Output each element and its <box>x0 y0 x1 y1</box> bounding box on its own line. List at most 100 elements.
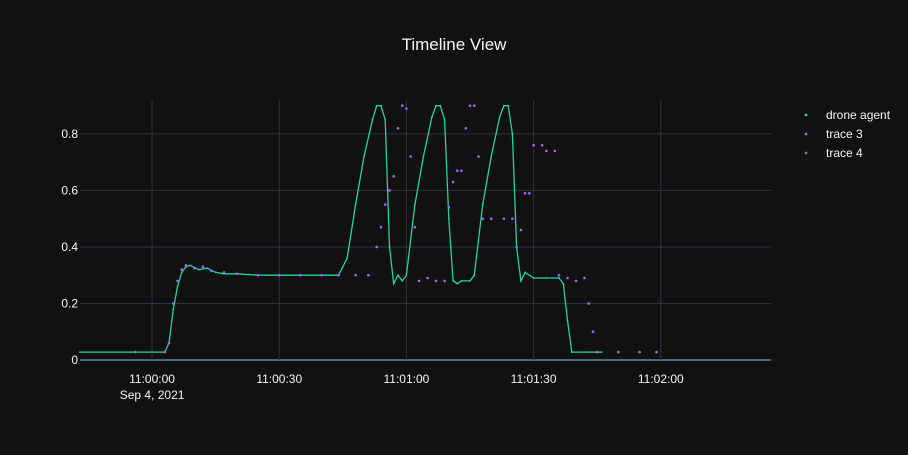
y-tick-label: 0.6 <box>61 183 78 197</box>
axis-layer: 0 0.2 0.4 0.6 0.8 11:00:00 11:00:30 11:01:00 11:… <box>61 127 684 402</box>
data-point <box>354 273 357 277</box>
data-point <box>583 276 586 280</box>
x-tick-label: 11:02:00 <box>638 372 684 386</box>
data-point <box>507 104 510 107</box>
data-point <box>417 279 421 283</box>
data-point <box>456 169 459 172</box>
data-point <box>256 273 260 277</box>
legend-item[interactable]: trace 4 <box>804 146 863 160</box>
data-point <box>456 282 459 285</box>
data-point <box>452 280 454 282</box>
data-point <box>176 279 179 283</box>
data-point <box>638 350 641 354</box>
data-point <box>384 118 387 121</box>
data-point <box>397 274 399 277</box>
legend[interactable]: drone agent trace 3 trace 4 <box>804 108 891 160</box>
data-point <box>515 245 518 249</box>
data-point <box>414 203 416 206</box>
x-tick-label: 11:00:30 <box>256 372 302 386</box>
data-point <box>180 271 183 274</box>
data-point <box>363 155 365 158</box>
data-point <box>532 277 535 279</box>
data-point <box>477 155 480 158</box>
series-2 <box>133 104 658 354</box>
series-1 <box>79 104 603 353</box>
data-point <box>180 268 183 271</box>
data-point <box>566 319 569 322</box>
data-point <box>451 180 455 184</box>
data-point <box>367 273 370 277</box>
data-point <box>375 104 378 107</box>
data-point <box>380 104 382 107</box>
data-point <box>540 143 544 147</box>
legend-marker <box>804 113 808 117</box>
data-point <box>443 279 446 283</box>
data-point <box>447 217 450 220</box>
data-point <box>566 276 569 280</box>
data-point <box>435 104 437 107</box>
data-point <box>409 155 413 158</box>
data-point <box>206 267 209 270</box>
data-point <box>130 351 132 353</box>
data-point <box>299 273 302 277</box>
data-point <box>405 274 408 277</box>
data-point <box>490 155 493 158</box>
data-point <box>167 341 171 345</box>
data-point <box>655 350 658 354</box>
data-point <box>133 350 137 354</box>
series-line <box>80 105 602 353</box>
data-point <box>562 282 565 285</box>
data-point <box>600 351 603 353</box>
legend-label: trace 3 <box>826 127 863 141</box>
data-point <box>587 302 590 305</box>
data-point <box>371 118 374 121</box>
data-point <box>392 282 395 285</box>
data-point <box>545 149 548 153</box>
data-point <box>503 104 505 107</box>
data-point <box>422 155 425 158</box>
data-point <box>392 175 396 178</box>
data-point <box>532 143 535 147</box>
chart-title: Timeline View <box>402 35 508 54</box>
data-point <box>235 272 239 276</box>
data-point <box>469 280 471 282</box>
data-point <box>277 273 281 277</box>
x-tick-label: 11:01:00 <box>384 372 430 386</box>
data-point <box>481 217 485 220</box>
data-point <box>388 189 391 192</box>
data-point <box>570 351 573 353</box>
series-layer <box>79 104 658 354</box>
data-point <box>210 269 213 273</box>
data-point <box>405 107 408 110</box>
data-point <box>222 271 226 274</box>
legend-marker <box>804 132 808 136</box>
data-point <box>460 280 463 282</box>
data-point <box>354 203 357 206</box>
data-point <box>383 203 387 206</box>
data-point <box>79 351 81 353</box>
x-tick-label: 11:01:30 <box>511 372 557 386</box>
data-point <box>388 246 391 248</box>
legend-item[interactable]: trace 3 <box>804 127 863 141</box>
data-point <box>401 280 404 282</box>
data-point <box>201 265 205 269</box>
data-point <box>523 192 527 195</box>
data-point <box>520 280 522 282</box>
data-point <box>460 169 463 172</box>
legend-label: trace 4 <box>826 146 863 160</box>
data-point <box>498 116 501 118</box>
y-tick-label: 0 <box>71 353 78 367</box>
y-tick-label: 0.8 <box>61 127 78 141</box>
data-point <box>545 277 548 279</box>
data-point <box>337 273 340 277</box>
data-point <box>193 266 196 270</box>
data-point <box>468 104 472 107</box>
data-point <box>439 104 442 107</box>
data-point <box>163 350 167 354</box>
data-point <box>558 277 560 279</box>
legend-item[interactable]: drone agent <box>804 108 891 122</box>
data-point <box>346 257 348 260</box>
data-point <box>375 245 379 249</box>
